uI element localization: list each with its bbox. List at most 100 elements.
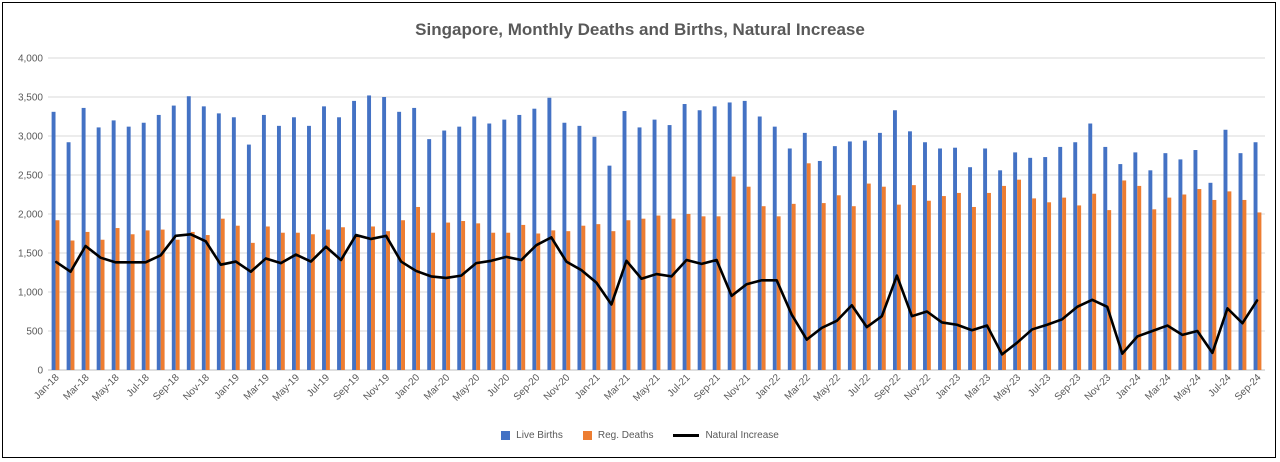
x-tick-label: Sep-19 <box>332 372 363 403</box>
bar-reg-deaths <box>896 204 901 370</box>
bar-live-births <box>201 106 206 371</box>
bar-reg-deaths <box>686 214 691 370</box>
bar-reg-deaths <box>325 229 330 370</box>
point-natural-increase <box>1061 318 1063 320</box>
y-tick-label: 3,000 <box>18 132 43 143</box>
bar-reg-deaths <box>911 185 916 370</box>
point-natural-increase <box>806 338 808 341</box>
legend-item-reg-deaths: Reg. Deaths <box>582 430 653 441</box>
bar-reg-deaths <box>386 231 390 370</box>
bar-reg-deaths <box>491 232 496 370</box>
bar-live-births <box>1133 152 1138 370</box>
point-natural-increase <box>145 261 147 263</box>
bar-live-births <box>96 127 101 370</box>
bar-live-births <box>923 142 927 370</box>
x-tick-label: Mar-20 <box>422 372 452 402</box>
bar-reg-deaths <box>190 231 195 370</box>
point-natural-increase <box>1181 334 1183 336</box>
point-natural-increase <box>1241 322 1244 324</box>
point-natural-increase <box>1256 299 1259 301</box>
bar-live-births <box>697 110 702 370</box>
bar-reg-deaths <box>746 186 751 370</box>
bar-live-births <box>276 125 281 370</box>
legend-label-natural-increase: Natural Increase <box>705 430 779 441</box>
x-tick-label: May-19 <box>271 372 303 404</box>
bar-reg-deaths <box>295 232 300 370</box>
y-tick-label: 0 <box>37 366 43 377</box>
point-natural-increase <box>280 262 282 264</box>
bar-reg-deaths <box>536 233 541 370</box>
bar-live-births <box>953 147 957 370</box>
bar-reg-deaths <box>956 192 961 370</box>
bar-live-births <box>231 117 236 370</box>
bar-reg-deaths <box>1257 212 1262 370</box>
bar-live-births <box>517 114 522 370</box>
bar-live-births <box>1118 164 1123 370</box>
bar-live-births <box>1193 150 1198 370</box>
x-tick-label: Jan-19 <box>213 372 243 402</box>
bar-live-births <box>1223 129 1228 370</box>
bar-live-births <box>892 110 897 370</box>
bar-live-births <box>111 120 116 371</box>
bar-live-births <box>1148 170 1153 370</box>
bar-live-births <box>81 107 86 371</box>
bar-live-births <box>126 126 131 370</box>
legend-swatch-reg-deaths <box>582 431 592 440</box>
x-tick-label: Sep-22 <box>872 372 903 403</box>
point-natural-increase <box>1016 342 1018 344</box>
x-tick-label: Jul-18 <box>125 372 152 399</box>
point-natural-increase <box>610 303 613 306</box>
bar-reg-deaths <box>356 235 360 370</box>
point-natural-increase <box>791 314 793 316</box>
x-tick-label: Sep-18 <box>151 372 182 403</box>
point-natural-increase <box>776 279 778 281</box>
x-tick-label: Mar-21 <box>602 372 632 402</box>
bar-live-births <box>51 111 56 370</box>
bar-reg-deaths <box>641 218 646 370</box>
bar-reg-deaths <box>1212 199 1217 370</box>
point-natural-increase <box>340 259 342 261</box>
bar-reg-deaths <box>1227 191 1232 370</box>
bar-live-births <box>757 116 762 370</box>
bar-live-births <box>1013 152 1018 370</box>
point-natural-increase <box>986 324 988 327</box>
bar-reg-deaths <box>130 234 135 370</box>
point-natural-increase <box>625 260 628 262</box>
bar-live-births <box>261 114 266 370</box>
bar-live-births <box>397 111 402 370</box>
point-natural-increase <box>550 236 552 238</box>
point-natural-increase <box>160 254 162 256</box>
bar-reg-deaths <box>761 206 766 370</box>
point-natural-increase <box>1076 306 1078 308</box>
bar-live-births <box>1058 146 1063 370</box>
bar-reg-deaths <box>1062 197 1067 370</box>
bar-live-births <box>652 119 657 371</box>
bar-live-births <box>1208 182 1213 370</box>
bar-live-births <box>712 106 717 371</box>
bar-live-births <box>472 116 477 370</box>
bar-reg-deaths <box>446 222 451 370</box>
bar-live-births <box>1163 153 1168 370</box>
bar-reg-deaths <box>265 226 270 370</box>
point-natural-increase <box>700 263 703 265</box>
point-natural-increase <box>205 240 207 242</box>
x-tick-label: May-24 <box>1172 372 1204 404</box>
point-natural-increase <box>505 256 507 258</box>
point-natural-increase <box>1196 330 1198 332</box>
point-natural-increase <box>565 260 567 263</box>
point-natural-increase <box>1046 324 1048 326</box>
x-tick-label: Nov-23 <box>1083 372 1114 403</box>
bar-live-births <box>877 132 882 370</box>
point-natural-increase <box>731 295 733 297</box>
x-tick-label: May-18 <box>90 372 122 404</box>
y-tick-label: 2,000 <box>18 210 43 221</box>
bar-live-births <box>547 97 552 370</box>
x-tick-label: Jan-24 <box>1114 372 1144 402</box>
point-natural-increase <box>535 244 537 246</box>
bar-reg-deaths <box>941 196 946 370</box>
bar-reg-deaths <box>521 224 526 370</box>
point-natural-increase <box>1226 307 1229 309</box>
point-natural-increase <box>235 260 237 263</box>
bar-live-births <box>742 100 747 371</box>
